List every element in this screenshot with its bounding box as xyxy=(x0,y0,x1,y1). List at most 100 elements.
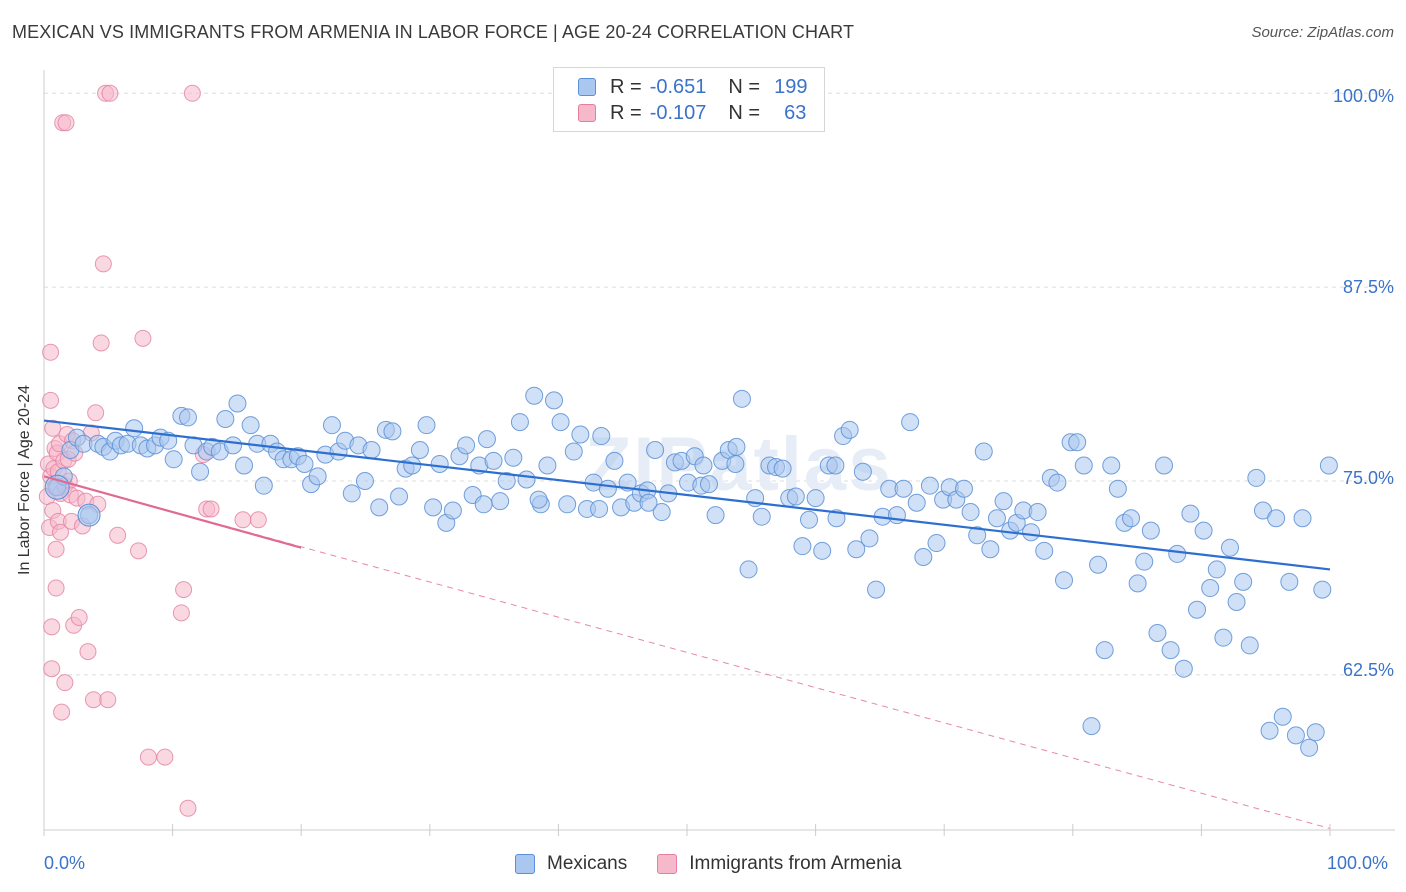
armenia-point xyxy=(134,329,152,347)
legend-row-mexicans: R = -0.651 N = 199 xyxy=(578,75,807,99)
mexicans-point xyxy=(827,509,846,528)
mexicans-point xyxy=(1048,473,1067,492)
armenia-point xyxy=(43,618,61,636)
series-mexicans xyxy=(44,386,1338,757)
legend-swatch-armenia xyxy=(578,104,596,122)
mexicans-point xyxy=(1148,624,1167,643)
mexicans-point xyxy=(1273,707,1292,726)
mexicans-point xyxy=(974,442,993,461)
mexicans-point xyxy=(1155,456,1174,475)
series-legend: Mexicans Immigrants from Armenia xyxy=(515,853,931,875)
mexicans-point xyxy=(510,413,529,432)
mexicans-point xyxy=(1108,479,1127,498)
mexicans-point xyxy=(1306,723,1325,742)
mexicans-point xyxy=(1074,456,1093,475)
legend-n-value: 199 xyxy=(774,75,808,98)
grid xyxy=(44,92,1395,676)
mexicans-point xyxy=(1319,456,1338,475)
mexicans-point xyxy=(1286,726,1305,745)
y-tick-label-75: 75.0% xyxy=(1342,468,1394,488)
armenia-point xyxy=(109,526,127,544)
mexicans-point xyxy=(914,548,933,567)
armenia-point xyxy=(47,540,65,558)
mexicans-point xyxy=(1293,509,1312,528)
mexicans-point xyxy=(1300,738,1319,757)
mexicans-point xyxy=(706,506,725,525)
armenia-point xyxy=(84,691,102,709)
armenia-point xyxy=(43,660,61,678)
mexicans-point xyxy=(813,541,832,560)
mexicans-point xyxy=(322,416,341,435)
mexicans-point xyxy=(1240,636,1259,655)
armenia-point xyxy=(183,84,201,102)
armenia-point xyxy=(202,500,220,518)
mexicans-point xyxy=(1141,521,1160,540)
mexicans-point xyxy=(927,534,946,553)
legend-item-mexicans[interactable]: Mexicans xyxy=(515,853,627,875)
mexicans-point xyxy=(1168,544,1187,563)
armenia-point xyxy=(179,799,197,817)
mexicans-point xyxy=(694,456,713,475)
y-tick-label-87-5: 87.5% xyxy=(1342,277,1394,297)
mexicans-point xyxy=(1028,503,1047,522)
mexicans-point xyxy=(806,489,825,508)
mexicans-point xyxy=(342,484,361,503)
mexicans-point xyxy=(424,498,443,517)
armenia-point xyxy=(101,84,119,102)
mexicans-point xyxy=(1253,501,1272,520)
mexicans-point xyxy=(981,540,1000,559)
armenia-point xyxy=(56,674,74,692)
mexicans-point xyxy=(901,413,920,432)
armenia-point xyxy=(53,703,71,721)
mexicans-point xyxy=(793,537,812,556)
trend-line-mexicans xyxy=(43,419,1331,571)
mexicans-point xyxy=(727,437,746,456)
armenia-point xyxy=(99,691,117,709)
y-tick-label-62-5: 62.5% xyxy=(1342,660,1394,680)
armenia-point xyxy=(249,511,267,529)
x-tick-label-min: 0.0% xyxy=(44,853,86,873)
mexicans-point xyxy=(968,526,987,545)
legend-item-armenia[interactable]: Immigrants from Armenia xyxy=(657,853,901,875)
armenia-point xyxy=(234,511,252,529)
mexicans-point xyxy=(961,503,980,522)
mexicans-point xyxy=(497,472,516,491)
mexicans-point xyxy=(1227,593,1246,611)
mexicans-point xyxy=(571,425,590,444)
y-tick-label-100: 100.0% xyxy=(1332,86,1394,106)
armenia-point xyxy=(42,343,60,361)
mexicans-point xyxy=(987,509,1006,528)
mexicans-point xyxy=(1055,571,1074,590)
mexicans-point xyxy=(1095,641,1114,660)
mexicans-point xyxy=(800,510,819,529)
mexicans-point xyxy=(867,580,886,599)
armenia-point xyxy=(44,419,62,437)
mexicans-point xyxy=(994,492,1013,511)
mexicans-point xyxy=(1247,468,1266,487)
mexicans-point xyxy=(224,436,243,455)
trend-line-armenia xyxy=(43,475,302,549)
mexicans-point xyxy=(77,503,101,527)
mexicans-point xyxy=(1313,580,1332,599)
mexicans-point xyxy=(390,487,409,506)
mexicans-point xyxy=(1102,456,1121,475)
legend-r-label: R = xyxy=(610,101,642,124)
mexicans-point xyxy=(517,470,536,489)
mexicans-point xyxy=(403,456,422,475)
mexicans-point xyxy=(241,416,260,435)
mexicans-point xyxy=(860,529,879,548)
mexicans-point xyxy=(551,413,570,432)
mexicans-point xyxy=(1214,628,1233,647)
mexicans-point xyxy=(732,389,751,408)
mexicans-point xyxy=(474,495,493,514)
mexicans-point xyxy=(786,487,805,506)
armenia-point xyxy=(92,334,110,352)
mexicans-point xyxy=(538,456,557,475)
armenia-point xyxy=(139,748,157,766)
mexicans-point xyxy=(1207,560,1226,579)
legend-r-value: -0.107 xyxy=(649,101,707,124)
mexicans-point xyxy=(1194,521,1213,540)
armenia-point xyxy=(70,609,88,627)
mexicans-point xyxy=(847,540,866,559)
